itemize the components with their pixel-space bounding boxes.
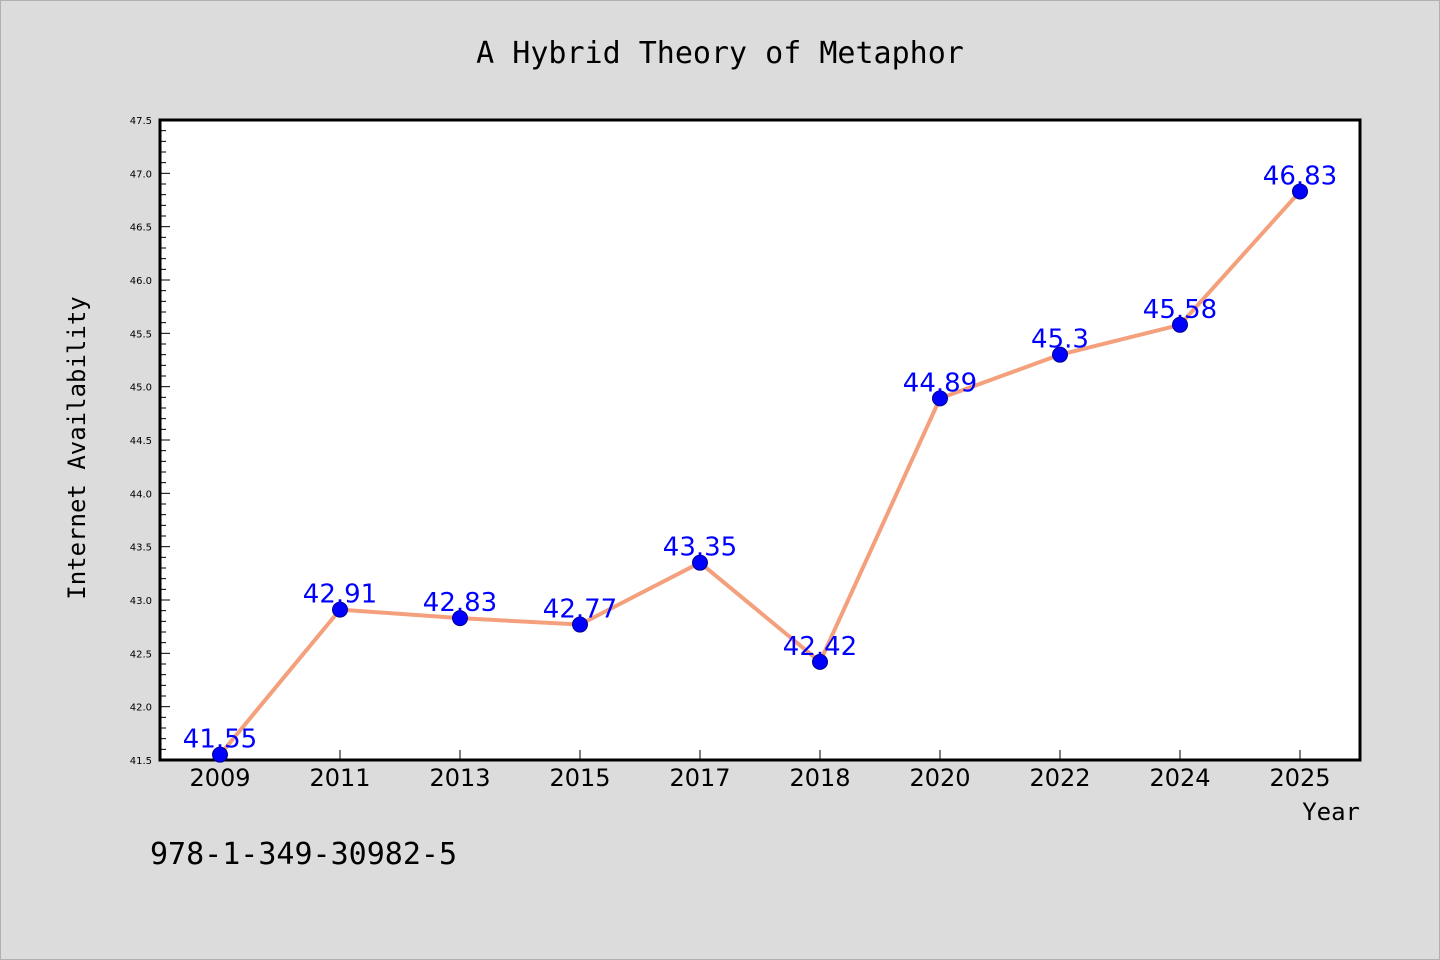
y-tick-label: 42.5 xyxy=(130,649,152,660)
data-label: 42.77 xyxy=(543,595,617,625)
y-tick-label: 45.5 xyxy=(130,329,152,340)
data-point xyxy=(452,610,468,627)
y-axis-ticks: 41.5 42.0 42.5 43.0 43.5 44.0 44.5 45.0 45.5 46.0… xyxy=(130,116,170,767)
y-tick-label: 44.5 xyxy=(130,436,152,447)
x-tick-label: 2009 xyxy=(189,764,250,792)
series-line xyxy=(218,190,1302,756)
data-label: 42.83 xyxy=(423,588,497,618)
data-point xyxy=(932,390,948,407)
data-label: 42.91 xyxy=(303,580,377,610)
data-point xyxy=(212,746,228,763)
data-label: 42.42 xyxy=(783,632,857,662)
y-tick-label: 45.0 xyxy=(130,383,152,394)
data-point xyxy=(1172,316,1188,333)
x-tick-label: 2025 xyxy=(1269,764,1330,792)
isbn-footer-text: 978-1-349-30982-5 xyxy=(150,837,457,872)
data-point xyxy=(572,616,588,633)
x-tick-label: 2011 xyxy=(309,764,370,792)
y-tick-label: 41.5 xyxy=(130,756,152,767)
data-point xyxy=(1292,183,1308,200)
y-axis-title: Internet Availability xyxy=(63,296,91,599)
data-label: 45.3 xyxy=(1031,325,1089,355)
data-label: 46.83 xyxy=(1263,161,1337,191)
y-tick-label: 42.0 xyxy=(130,703,152,714)
data-point xyxy=(812,653,828,670)
x-axis-ticks: 2009 2011 2013 2015 2017 2018 2020 2022 2024 2025 xyxy=(189,750,1331,792)
y-tick-label: 46.5 xyxy=(130,223,152,234)
x-axis-title: Year xyxy=(1302,798,1360,826)
data-point xyxy=(332,601,348,618)
y-tick-label: 47.0 xyxy=(130,169,152,180)
data-label: 45.58 xyxy=(1143,295,1217,325)
x-tick-label: 2018 xyxy=(789,764,850,792)
y-tick-label: 43.5 xyxy=(130,543,152,554)
x-tick-label: 2024 xyxy=(1149,764,1210,792)
x-tick-label: 2017 xyxy=(669,764,730,792)
data-label: 41.55 xyxy=(183,725,257,755)
data-label: 44.89 xyxy=(903,368,977,398)
chart-title: A Hybrid Theory of Metaphor xyxy=(476,36,964,71)
series-layer: 41.55 42.91 42.83 42.77 43.35 42.42 44.89 45.3 4… xyxy=(183,161,1337,763)
data-label: 43.35 xyxy=(663,533,737,563)
y-tick-label: 46.0 xyxy=(130,276,152,287)
y-tick-label: 44.0 xyxy=(130,489,152,500)
data-point xyxy=(1052,346,1068,363)
x-tick-label: 2013 xyxy=(429,764,490,792)
y-tick-label: 43.0 xyxy=(130,596,152,607)
data-point xyxy=(692,554,708,571)
x-tick-label: 2020 xyxy=(909,764,970,792)
y-tick-label: 47.5 xyxy=(130,116,152,127)
x-tick-label: 2022 xyxy=(1029,764,1090,792)
x-tick-label: 2015 xyxy=(549,764,610,792)
plot-area xyxy=(158,118,1362,762)
